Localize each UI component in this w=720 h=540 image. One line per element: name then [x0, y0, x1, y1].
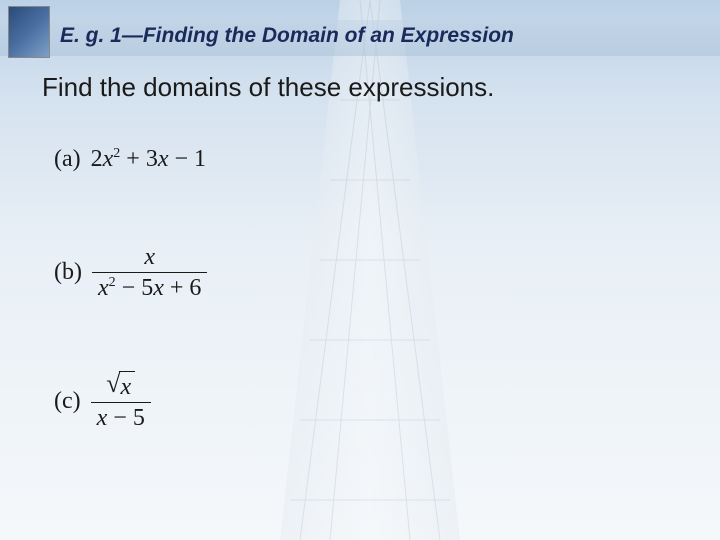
expression-c-fraction: √ x x − 5 [91, 370, 151, 433]
var: x [97, 405, 108, 431]
expression-a-body: 2x2 + 3x − 1 [91, 146, 206, 173]
expression-b-label: (b) [54, 259, 82, 286]
var: x [153, 275, 164, 301]
const: 5 [133, 405, 145, 431]
expression-a: (a) 2x2 + 3x − 1 [54, 146, 206, 173]
numerator: x [138, 242, 161, 272]
numerator: √ x [100, 370, 141, 402]
expression-a-label: (a) [54, 146, 81, 173]
op: − [169, 146, 195, 172]
slide: E. g. 1—Finding the Domain of an Express… [0, 0, 720, 540]
coef: 2 [91, 146, 103, 172]
const: 1 [194, 146, 206, 172]
power: 2 [109, 275, 116, 290]
var: x [144, 244, 155, 270]
expression-b: (b) x x2 − 5x + 6 [54, 242, 207, 303]
thumbnail-image [8, 6, 50, 58]
prompt-text: Find the domains of these expressions. [42, 72, 494, 103]
coef: 3 [146, 146, 158, 172]
denominator: x2 − 5x + 6 [92, 273, 207, 303]
op: − [116, 275, 142, 301]
const: 6 [189, 275, 201, 301]
var: x [158, 146, 169, 172]
denominator: x − 5 [91, 403, 151, 433]
expression-b-fraction: x x2 − 5x + 6 [92, 242, 207, 303]
coef: 5 [141, 275, 153, 301]
var: x [98, 275, 109, 301]
slide-title: E. g. 1—Finding the Domain of an Express… [60, 24, 514, 48]
op: + [120, 146, 146, 172]
expression-c: (c) √ x x − 5 [54, 370, 151, 433]
radicand: x [119, 371, 136, 402]
sqrt: √ x [106, 371, 135, 402]
var: x [103, 146, 114, 172]
expression-c-label: (c) [54, 388, 81, 415]
op: − [107, 405, 133, 431]
op: + [164, 275, 190, 301]
